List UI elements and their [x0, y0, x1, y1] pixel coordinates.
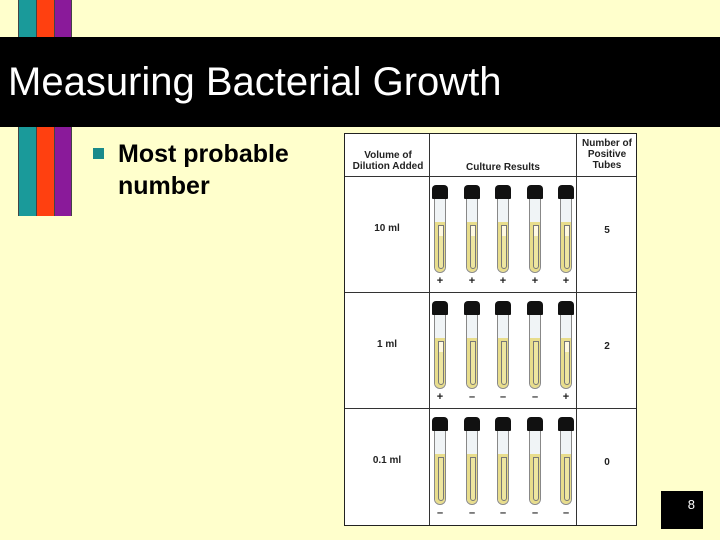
tube-cap [527, 417, 543, 431]
tube-glass [434, 199, 446, 273]
durham-tube [533, 457, 539, 501]
gas-bubble [534, 226, 538, 236]
row-divider [345, 292, 636, 293]
gas-bubble [439, 342, 443, 352]
slide-title: Measuring Bacterial Growth [8, 60, 502, 104]
tube-cap [464, 417, 480, 431]
durham-tube [470, 341, 476, 385]
mpn-figure: Volume of Dilution Added Culture Results… [344, 133, 637, 526]
tube-cap [558, 417, 574, 431]
tube-glass [560, 431, 572, 505]
gas-bubble [471, 226, 475, 236]
row-volume-label: 1 ml [376, 339, 397, 350]
tube-glass [560, 315, 572, 389]
durham-tube [470, 457, 476, 501]
tube-glass [466, 431, 478, 505]
row-volume-label: 0.1 ml [372, 455, 402, 466]
header-volume: Volume of Dilution Added [352, 150, 424, 172]
tube-result-sign: + [499, 275, 507, 287]
page-number: 8 [687, 497, 695, 512]
gas-bubble [439, 226, 443, 236]
tube-cap [527, 301, 543, 315]
durham-tube [564, 225, 570, 269]
tube-cap [432, 185, 448, 199]
tube-result-sign: – [468, 507, 476, 519]
tube-glass [497, 431, 509, 505]
column-divider [576, 134, 577, 525]
tube-glass [529, 315, 541, 389]
tube-glass [529, 199, 541, 273]
header-count: Number of Positive Tubes [582, 138, 632, 171]
durham-tube [501, 341, 507, 385]
header-results: Culture Results [466, 162, 540, 173]
row-divider [345, 176, 636, 177]
tube-result-sign: – [562, 507, 570, 519]
gas-bubble [565, 342, 569, 352]
gas-bubble [502, 226, 506, 236]
row-positive-count: 2 [604, 341, 610, 352]
row-divider [345, 408, 636, 409]
durham-tube [438, 341, 444, 385]
durham-tube [564, 341, 570, 385]
tube-cap [527, 185, 543, 199]
tube-result-sign: – [531, 507, 539, 519]
bullet-square-icon [93, 148, 104, 159]
title-bar [0, 37, 720, 127]
tube-glass [434, 315, 446, 389]
tube-result-sign: – [499, 391, 507, 403]
tube-result-sign: + [562, 391, 570, 403]
tube-result-sign: + [562, 275, 570, 287]
tube-result-sign: – [436, 507, 444, 519]
durham-tube [564, 457, 570, 501]
tube-glass [466, 315, 478, 389]
durham-tube [533, 225, 539, 269]
tube-glass [434, 431, 446, 505]
tube-result-sign: – [531, 391, 539, 403]
tube-cap [464, 185, 480, 199]
row-positive-count: 0 [604, 457, 610, 468]
row-volume-label: 10 ml [374, 223, 400, 234]
durham-tube [501, 457, 507, 501]
tube-cap [432, 301, 448, 315]
bullet-text: Most probable number [118, 140, 289, 200]
tube-glass [497, 315, 509, 389]
tube-cap [464, 301, 480, 315]
durham-tube [438, 225, 444, 269]
column-divider [429, 134, 430, 525]
tube-cap [495, 185, 511, 199]
row-positive-count: 5 [604, 225, 610, 236]
durham-tube [533, 341, 539, 385]
tube-result-sign: + [468, 275, 476, 287]
tube-glass [560, 199, 572, 273]
durham-tube [501, 225, 507, 269]
tube-cap [495, 417, 511, 431]
tube-cap [558, 301, 574, 315]
tube-result-sign: + [531, 275, 539, 287]
tube-glass [529, 431, 541, 505]
tube-cap [495, 301, 511, 315]
tube-cap [432, 417, 448, 431]
page-number-box: 8 [661, 491, 703, 529]
tube-cap [558, 185, 574, 199]
tube-result-sign: – [499, 507, 507, 519]
tube-result-sign: – [468, 391, 476, 403]
tube-result-sign: + [436, 275, 444, 287]
tube-glass [497, 199, 509, 273]
durham-tube [438, 457, 444, 501]
gas-bubble [565, 226, 569, 236]
durham-tube [470, 225, 476, 269]
tube-result-sign: + [436, 391, 444, 403]
tube-glass [466, 199, 478, 273]
